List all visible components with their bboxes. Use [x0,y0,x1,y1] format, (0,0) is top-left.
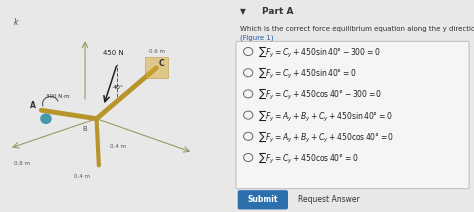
Text: (Figure 1): (Figure 1) [240,35,273,42]
FancyBboxPatch shape [145,57,168,78]
Text: 0.4 m: 0.4 m [110,144,127,149]
Text: A: A [30,101,36,110]
Text: 40°: 40° [113,85,124,90]
Text: B: B [83,126,88,132]
Text: Part A: Part A [262,7,293,16]
Text: $\sum F_y = A_y + B_y + C_y + 450\sin 40° = 0$: $\sum F_y = A_y + B_y + C_y + 450\sin 40… [258,108,392,123]
Text: $\sum F_y = C_y + 450\sin 40° - 300 = 0$: $\sum F_y = C_y + 450\sin 40° - 300 = 0$ [258,44,380,59]
Text: $\sum F_y = C_y + 450\sin 40° = 0$: $\sum F_y = C_y + 450\sin 40° = 0$ [258,65,356,80]
Text: $\sum F_y = C_y + 450\cos 40° - 300 = 0$: $\sum F_y = C_y + 450\cos 40° - 300 = 0$ [258,86,382,101]
Circle shape [41,114,51,123]
Text: ▼: ▼ [240,7,246,16]
Text: 0.6 m: 0.6 m [149,49,165,54]
Text: Which is the correct force equilibrium equation along the y direction?: Which is the correct force equilibrium e… [240,26,474,32]
Text: Submit: Submit [247,195,278,204]
Text: $\sum F_y = A_y + B_y + C_y + 450\cos 40° = 0$: $\sum F_y = A_y + B_y + C_y + 450\cos 40… [258,129,394,144]
Text: C: C [159,59,164,68]
Text: 0.8 m: 0.8 m [14,161,30,166]
Text: 300 N·m: 300 N·m [46,93,70,99]
FancyBboxPatch shape [237,190,288,209]
FancyBboxPatch shape [236,41,469,189]
Text: k: k [14,18,18,27]
Text: 0.4 m: 0.4 m [73,174,90,179]
Text: Request Answer: Request Answer [298,195,360,204]
Text: 450 N: 450 N [103,50,124,56]
Text: $\sum F_y = C_y + 450\cos 40° = 0$: $\sum F_y = C_y + 450\cos 40° = 0$ [258,150,358,165]
